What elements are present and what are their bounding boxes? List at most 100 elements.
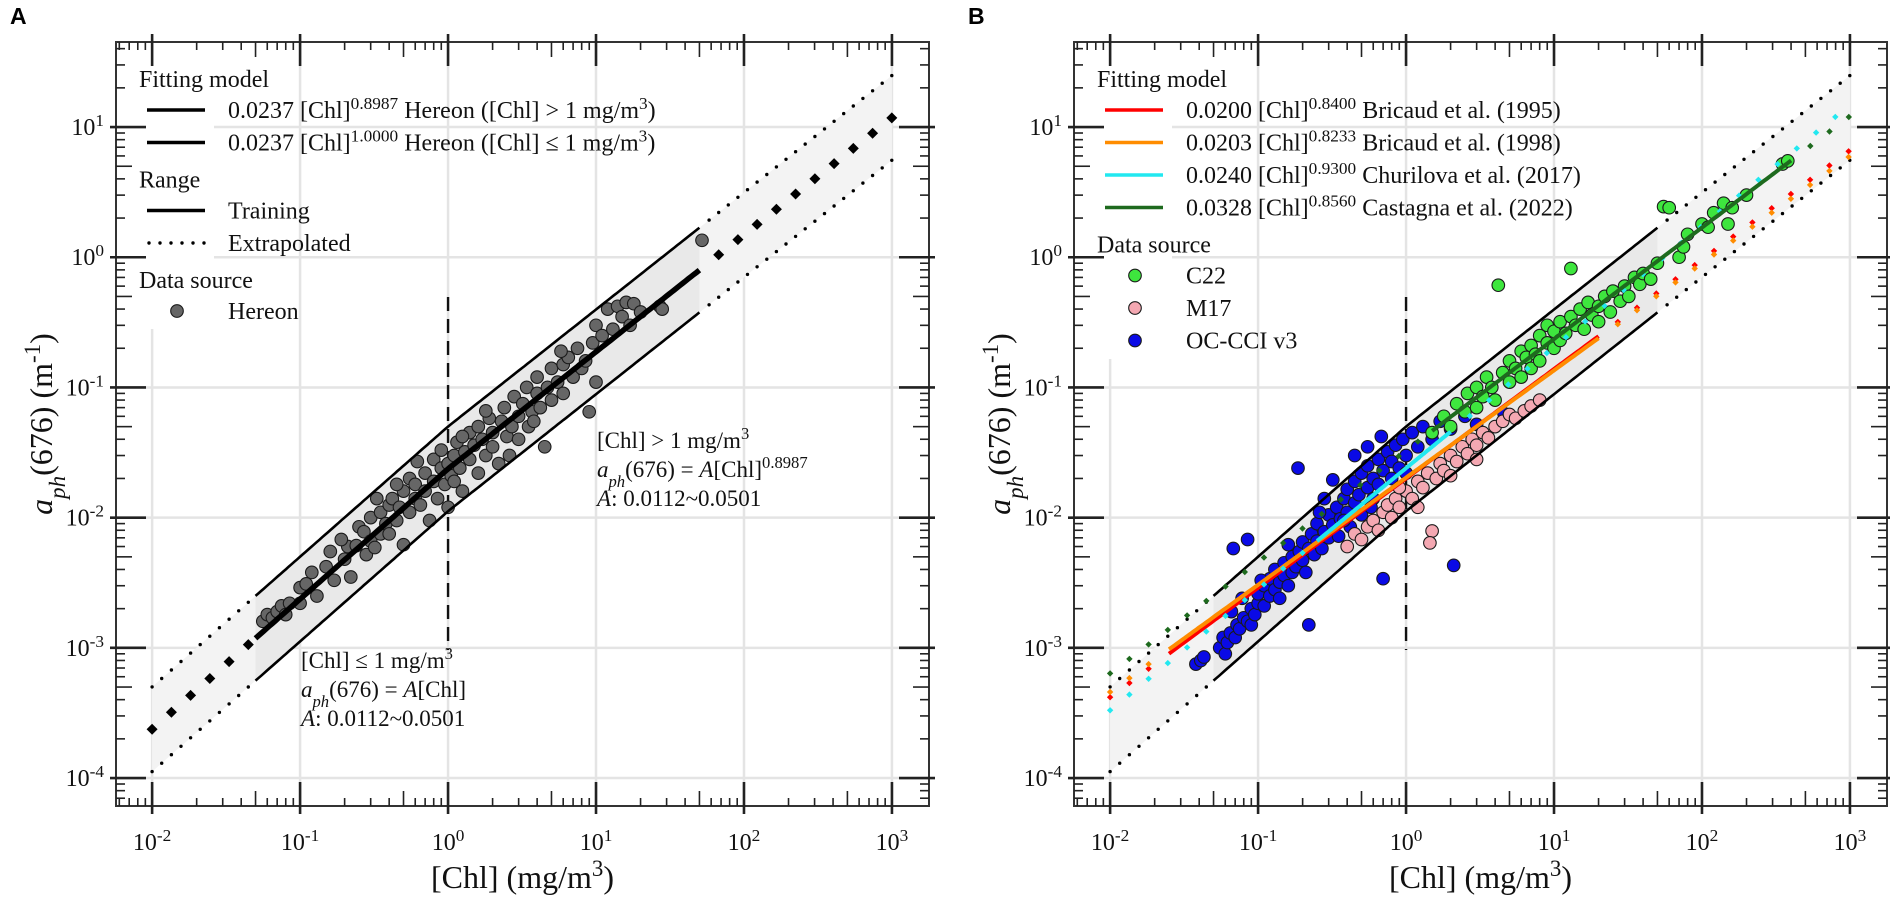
- data-point: [426, 452, 441, 467]
- data-point: [1577, 322, 1592, 337]
- data-point: [471, 466, 486, 480]
- envelope-extrapolated-dot: [793, 234, 798, 239]
- text-segment: 10: [71, 115, 95, 141]
- data-point: [1272, 591, 1287, 606]
- model-extrapolated-marker: [1691, 261, 1698, 269]
- data-point: [1423, 536, 1437, 550]
- data-point: [556, 386, 571, 401]
- model-extrapolated-marker: [1749, 223, 1756, 230]
- data-point: [385, 491, 400, 506]
- text-segment: ): [648, 98, 656, 124]
- model-extrapolated-marker: [1768, 209, 1775, 216]
- data-point: [1347, 448, 1362, 463]
- model-extrapolated-marker: [1845, 113, 1852, 121]
- model-training-line: [1430, 158, 1793, 433]
- data-point: [408, 477, 423, 492]
- envelope-extrapolated-dot: [1790, 119, 1794, 124]
- data-point: [1399, 448, 1413, 463]
- legend-entry[interactable]: 0.0328 [Chl]0.8560 Castagna et al. (2022…: [1105, 191, 1573, 222]
- text-segment: 10: [66, 506, 90, 532]
- envelope-extrapolated-dot: [169, 753, 174, 757]
- model-extrapolated-marker: [1203, 597, 1210, 605]
- model-extrapolated-marker: [1562, 334, 1570, 341]
- envelope-extrapolated-dot: [1684, 287, 1689, 292]
- text-segment: 10: [1024, 506, 1048, 532]
- envelope-extrapolated-dot: [832, 204, 836, 208]
- legend-entry[interactable]: 0.0237 [Chl]1.0000 Hereon ([Chl] ≤ 1 mg/…: [147, 126, 655, 157]
- envelope-extrapolated-dot: [1809, 189, 1814, 193]
- text-segment: 0.0328 [Chl]: [1186, 196, 1309, 222]
- envelope-extrapolated-dot: [1694, 280, 1698, 284]
- envelope-extrapolated-dot: [1137, 744, 1141, 748]
- text-segment: [Chl]: [417, 677, 466, 702]
- data-point: [1226, 541, 1241, 556]
- model-extrapolated-marker: [1832, 113, 1839, 121]
- model-extrapolated-marker: [1485, 397, 1493, 404]
- envelope-extrapolated-dot: [1137, 659, 1141, 664]
- legend-entry[interactable]: C22: [1128, 264, 1226, 290]
- envelope-extrapolated-dot: [188, 651, 193, 655]
- legend-entry[interactable]: 0.0203 [Chl]0.8233 Bricaud et al. (1998): [1105, 126, 1561, 157]
- text-segment: C22: [1186, 264, 1226, 290]
- data-point: [595, 328, 609, 343]
- text-segment: ): [603, 859, 614, 895]
- data-point: [455, 429, 470, 444]
- superscript: -1: [1048, 371, 1062, 390]
- text-segment: 0.0240 [Chl]: [1186, 163, 1309, 189]
- lower-envelope: [150, 158, 894, 774]
- envelope-extrapolated-dot: [765, 172, 769, 177]
- text-segment: 10: [1686, 830, 1710, 856]
- envelope-extrapolated-dot: [1723, 257, 1727, 261]
- model-extrapolated-marker: [1543, 349, 1550, 357]
- text-segment: 0.0237 [Chl]: [228, 98, 351, 124]
- envelope-extrapolated-dot: [1790, 204, 1794, 208]
- data-point: [367, 540, 382, 555]
- envelope-extrapolated-dot: [717, 295, 721, 299]
- legend-entry[interactable]: OC-CCI v3: [1128, 329, 1298, 355]
- envelope-extrapolated-dot: [717, 210, 721, 215]
- envelope-extrapolated-dot: [1713, 180, 1717, 184]
- subscript: ph: [608, 472, 626, 491]
- legend-marker-swatch: [1128, 301, 1142, 315]
- legend-entry[interactable]: Extrapolated: [147, 231, 351, 257]
- legend-entry[interactable]: Training: [147, 199, 310, 225]
- legend-entry[interactable]: Hereon: [170, 299, 299, 325]
- model-extrapolated-marker: [1653, 293, 1660, 300]
- legend-entry[interactable]: M17: [1128, 296, 1232, 322]
- text-segment: a: [597, 457, 609, 482]
- text-segment: (676) (m: [23, 363, 59, 476]
- envelope-extrapolated-dot: [1204, 685, 1209, 689]
- model-extrapolated-marker: [242, 639, 254, 651]
- envelope-extrapolated-dot: [755, 265, 759, 269]
- text-segment: 10: [66, 766, 90, 792]
- envelope-extrapolated-dot: [1838, 81, 1842, 85]
- envelope-extrapolated-dot: [1675, 210, 1679, 215]
- superscript: 2: [1710, 826, 1719, 845]
- envelope-extrapolated-dot: [1118, 676, 1122, 681]
- text-segment: [Chl] > 1 mg/m: [597, 428, 741, 453]
- data-point: [1301, 618, 1316, 632]
- model-extrapolated-marker: [1318, 510, 1325, 518]
- text-segment: (676) (m: [981, 363, 1017, 476]
- envelope-extrapolated-dot: [1819, 181, 1823, 185]
- text-segment: (676) =: [625, 457, 699, 482]
- envelope-extrapolated-dot: [1166, 634, 1170, 638]
- legend-entry[interactable]: 0.0237 [Chl]0.8987 Hereon ([Chl] > 1 mg/…: [147, 94, 656, 125]
- model-extrapolated-marker: [1812, 129, 1820, 136]
- data-point: [373, 505, 388, 520]
- text-segment: 10: [728, 830, 752, 856]
- data-point: [1340, 539, 1355, 554]
- envelope-extrapolated-dot: [1108, 769, 1112, 774]
- data-point: [519, 380, 534, 395]
- text-segment: M17: [1186, 296, 1231, 322]
- model-extrapolated-marker: [1222, 583, 1229, 590]
- model-extrapolated-marker: [1672, 279, 1679, 286]
- superscript: -3: [90, 631, 104, 650]
- text-segment: 10: [133, 830, 157, 856]
- model-extrapolated-marker: [1633, 307, 1641, 314]
- x-tick-label: 101: [1538, 826, 1571, 857]
- legend-entry[interactable]: 0.0200 [Chl]0.8400 Bricaud et al. (1995): [1105, 94, 1561, 125]
- legend-entry[interactable]: 0.0240 [Chl]0.9300 Churilova et al. (201…: [1105, 159, 1581, 190]
- text-segment: Training: [228, 199, 310, 225]
